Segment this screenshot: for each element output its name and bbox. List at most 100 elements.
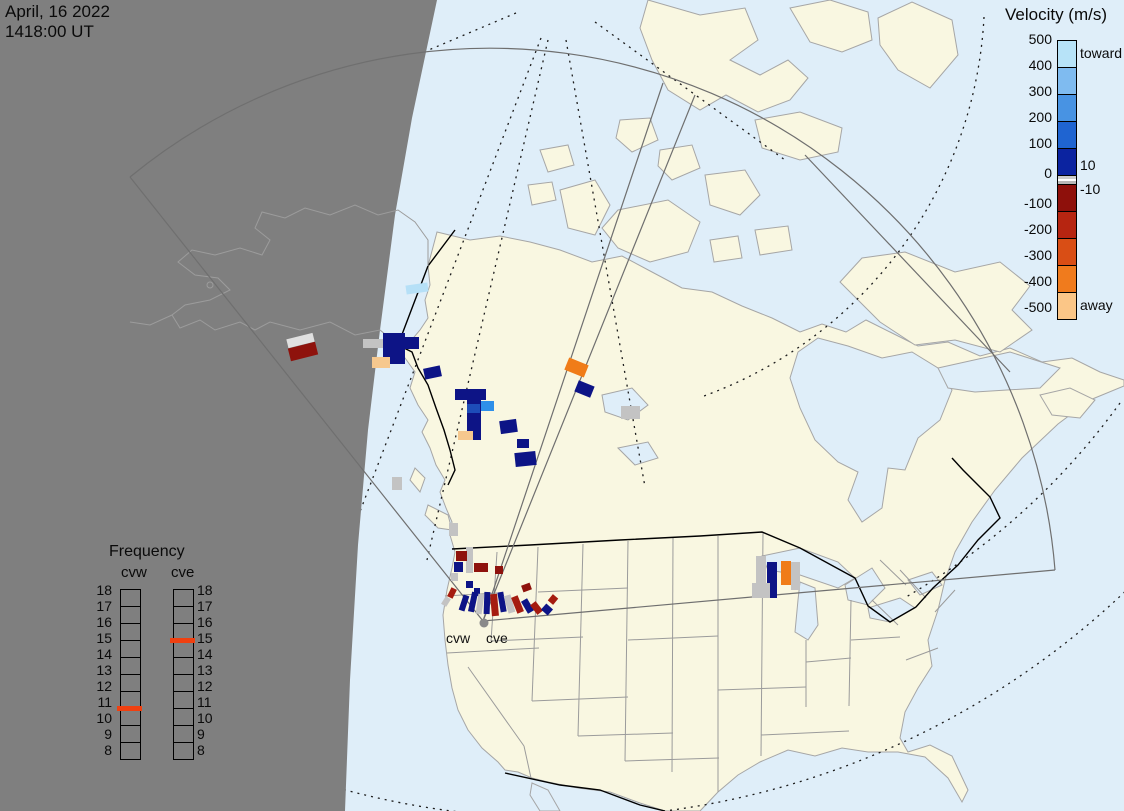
velocity-cell <box>481 401 494 411</box>
island-ellesmere <box>639 0 809 113</box>
fov-beam-line-1 <box>482 82 664 622</box>
island-victoria <box>601 199 701 263</box>
velocity-cell <box>455 389 486 400</box>
velocity-side-label: toward <box>1080 45 1123 62</box>
colorbar-zero-band <box>1058 181 1076 184</box>
velocity-cell <box>363 339 385 348</box>
velocity-tick-label: -100 <box>1023 195 1052 212</box>
frequency-ladder-cell <box>173 589 194 607</box>
velocity-cell <box>540 603 554 616</box>
velocity-cell <box>490 593 499 617</box>
velocity-cell <box>467 591 479 613</box>
colorbar-zero-band <box>1058 179 1076 181</box>
radar-label-cve: cve <box>486 630 508 646</box>
velocity-tick-label: 500 <box>1028 31 1052 48</box>
frequency-scale-label: 9 <box>197 725 205 742</box>
national-borders <box>397 229 1001 811</box>
island-baffin <box>839 251 1033 353</box>
colorbar-segment <box>1058 41 1076 68</box>
island-queen-charlotte <box>409 467 426 493</box>
frequency-scale-label: 17 <box>96 597 112 614</box>
velocity-cell <box>287 341 319 362</box>
velocity-cell <box>458 594 470 612</box>
velocity-cell <box>514 450 537 468</box>
frequency-scale-label: 8 <box>197 741 205 758</box>
velocity-tick-label: 100 <box>1028 135 1052 152</box>
velocity-side-label: -10 <box>1080 181 1101 198</box>
frequency-scale-label: 17 <box>197 597 213 614</box>
frequency-scale-label: 15 <box>197 629 213 646</box>
velocity-cell <box>451 573 458 581</box>
frequency-ladder-cell <box>173 674 194 692</box>
velocity-cell <box>521 582 532 593</box>
velocity-cell <box>564 357 589 378</box>
velocity-cell <box>511 595 524 614</box>
island-small-1 <box>657 144 701 181</box>
island-small-5 <box>754 225 793 256</box>
velocity-cell <box>520 598 535 614</box>
frequency-scale-label: 12 <box>197 677 213 694</box>
timestamp-date: April, 16 2022 <box>5 2 110 21</box>
frequency-ladder-cell <box>173 691 194 709</box>
fov-arc <box>129 47 1056 571</box>
frequency-scale-label: 11 <box>197 693 212 710</box>
island-north-2 <box>877 1 959 89</box>
velocity-side-label: away <box>1080 297 1113 314</box>
frequency-legend-title: Frequency <box>109 543 185 560</box>
velocity-cell <box>392 477 402 490</box>
velocity-cell <box>621 406 640 419</box>
velocity-cell <box>756 556 766 583</box>
colorbar-segment <box>1058 212 1076 239</box>
radar-site-marker <box>479 618 489 628</box>
frequency-scale-label: 8 <box>104 741 112 758</box>
velocity-cell <box>466 547 473 573</box>
velocity-tick-label: 400 <box>1028 57 1052 74</box>
island-newfoundland <box>1039 387 1096 419</box>
frequency-ladder-cell <box>120 742 141 760</box>
frequency-scale-label: 14 <box>96 645 112 662</box>
velocity-cell <box>499 418 518 435</box>
island-small-4 <box>527 181 557 206</box>
us-canada-border <box>451 457 1001 623</box>
velocity-cell <box>405 282 429 295</box>
frequency-scale-label: 12 <box>96 677 112 694</box>
frequency-column-label: cve <box>171 564 195 581</box>
island-king-william <box>709 235 743 263</box>
velocity-data-cells <box>286 282 800 617</box>
inland-water-group <box>529 337 1061 811</box>
velocity-cell <box>456 551 467 561</box>
frequency-scale-label: 18 <box>197 581 213 598</box>
frequency-ladder-cell <box>120 640 141 658</box>
velocity-cell <box>791 562 800 590</box>
colorbar-segment <box>1058 293 1076 319</box>
island-north-1 <box>789 0 873 53</box>
great-slave-lake <box>616 441 659 466</box>
island-small-2 <box>615 117 659 153</box>
frequency-ladder-cell <box>120 657 141 675</box>
velocity-cell <box>495 566 503 574</box>
velocity-cell <box>458 431 473 440</box>
frequency-scale-label: 9 <box>104 725 112 742</box>
lake-michigan <box>794 581 819 641</box>
frequency-column-label: cvw <box>121 564 147 581</box>
velocity-tick-label: 0 <box>1044 165 1052 182</box>
hudson-strait <box>937 351 1061 393</box>
frequency-ladder-cell <box>120 674 141 692</box>
velocity-cell <box>449 523 458 536</box>
frequency-ladder-cell <box>173 742 194 760</box>
velocity-cell <box>454 562 463 572</box>
velocity-cell <box>467 404 480 413</box>
gulf-of-california <box>529 782 561 811</box>
velocity-cell <box>475 593 485 615</box>
velocity-tick-label: -400 <box>1023 273 1052 290</box>
velocity-cell <box>423 365 442 380</box>
velocity-cell <box>372 357 390 368</box>
frequency-ladder-cell <box>120 623 141 641</box>
frequency-scale-label: 10 <box>96 709 112 726</box>
velocity-tick-label: -200 <box>1023 221 1052 238</box>
frequency-marker <box>117 706 142 712</box>
velocity-tick-label: -300 <box>1023 247 1052 264</box>
colorbar-segment <box>1058 122 1076 149</box>
